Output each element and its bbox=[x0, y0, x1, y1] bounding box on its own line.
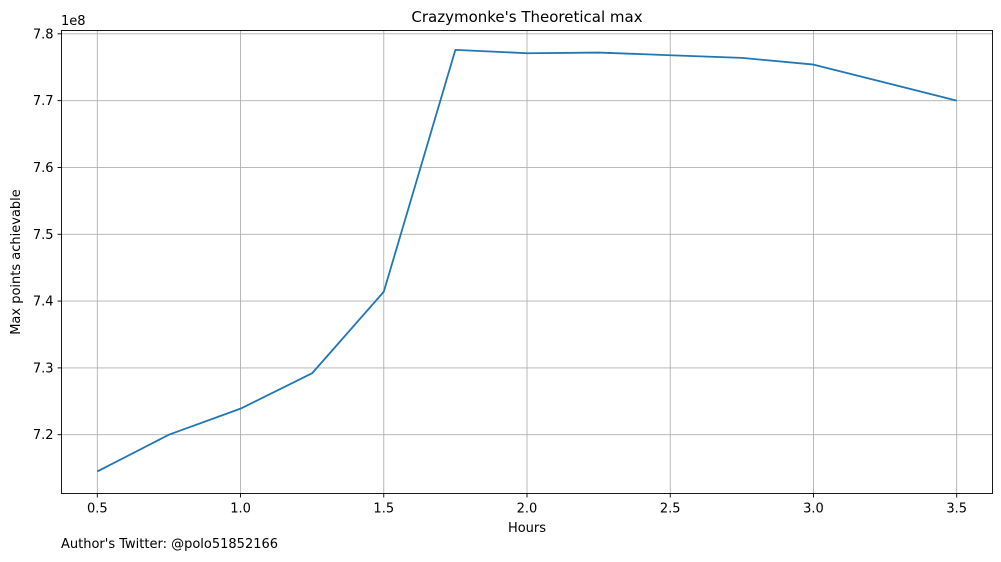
y-offset-label: 1e8 bbox=[61, 14, 86, 29]
y-tick-label: 7.5 bbox=[33, 228, 54, 243]
series-lines bbox=[96, 48, 957, 473]
x-tick-label: 3.5 bbox=[946, 502, 967, 517]
y-axis-label: Max points achievable bbox=[9, 189, 24, 335]
y-axis-ticks: 7.2 7.3 7.4 7.5 7.6 7.7 7.8 bbox=[33, 27, 62, 443]
x-tick-label: 2.0 bbox=[517, 502, 538, 517]
x-tick-label: 0.5 bbox=[87, 502, 108, 517]
x-tick-label: 1.5 bbox=[373, 502, 394, 517]
x-tick-label: 2.5 bbox=[660, 502, 681, 517]
chart-title: Crazymonke's Theoretical max bbox=[411, 8, 642, 26]
x-tick-label: 3.0 bbox=[803, 502, 824, 517]
y-tick-label: 7.7 bbox=[33, 94, 54, 109]
x-tick-label: 1.0 bbox=[230, 502, 251, 517]
y-tick-label: 7.2 bbox=[33, 428, 54, 443]
y-tick-label: 7.3 bbox=[33, 361, 54, 376]
series-line bbox=[96, 48, 957, 473]
y-tick-label: 7.4 bbox=[33, 295, 54, 310]
x-axis-label: Hours bbox=[508, 521, 546, 536]
x-axis-ticks: 0.5 1.0 1.5 2.0 2.5 3.0 3.5 bbox=[87, 493, 967, 517]
y-tick-label: 7.8 bbox=[33, 27, 54, 42]
grid-lines bbox=[61, 30, 993, 494]
author-twitter-note: Author's Twitter: @polo51852166 bbox=[61, 537, 279, 552]
y-tick-label: 7.6 bbox=[33, 161, 54, 176]
